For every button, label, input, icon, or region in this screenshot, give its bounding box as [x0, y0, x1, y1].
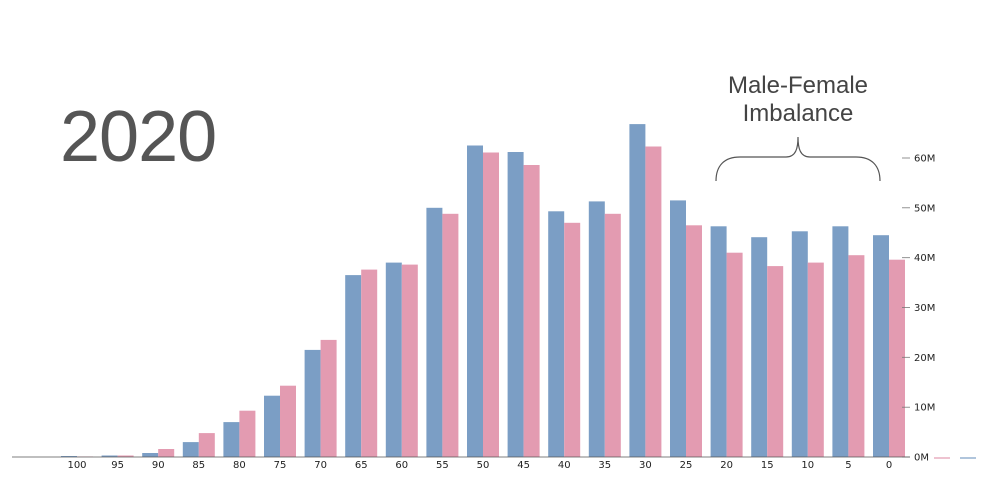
bar-male-25 [670, 200, 686, 457]
y-axis: 0M 10M 20M 30M 40M 50M 60M [902, 154, 935, 464]
bar-female-55 [442, 213, 459, 457]
bar-male-90 [142, 453, 159, 457]
bar-female-20 [726, 252, 743, 457]
bar-female-80 [239, 410, 256, 457]
imbalance-annotation: Male-Female Imbalance [698, 72, 898, 128]
x-tick-40: 40 [558, 460, 571, 471]
bar-male-15 [751, 237, 768, 457]
x-tick-15: 15 [761, 460, 774, 471]
bar-female-40 [564, 222, 581, 457]
annotation-line-2: Imbalance [742, 100, 854, 127]
bar-male-75 [264, 395, 280, 457]
bar-male-55 [426, 207, 443, 457]
bar-female-75 [280, 385, 296, 457]
x-tick-90: 90 [152, 460, 165, 471]
year-label: 2020 [60, 97, 217, 177]
bar-female-85 [198, 433, 215, 457]
x-tick-10: 10 [801, 460, 814, 471]
bar-male-50 [467, 145, 483, 457]
x-tick-80: 80 [233, 460, 246, 471]
bar-male-100 [61, 456, 77, 457]
bars-group [61, 124, 905, 457]
x-tick-0: 0 [886, 460, 892, 471]
bar-female-25 [686, 225, 702, 457]
x-tick-5: 5 [845, 460, 851, 471]
x-tick-100: 100 [67, 460, 86, 471]
bar-male-65 [345, 275, 362, 457]
bar-male-30 [629, 124, 646, 457]
x-tick-25: 25 [680, 460, 693, 471]
x-tick-labels: 100 95 90 85 80 75 70 65 60 55 50 45 40 35 30 25 20 15 10 5… [67, 460, 892, 471]
bar-male-80 [223, 422, 240, 457]
bar-male-60 [385, 262, 402, 457]
bar-female-35 [604, 213, 621, 457]
x-tick-75: 75 [274, 460, 287, 471]
bar-male-85 [182, 442, 199, 457]
bar-male-45 [507, 152, 524, 457]
x-tick-55: 55 [436, 460, 449, 471]
y-tick-label-3: 30M [914, 303, 935, 314]
bar-female-30 [645, 146, 662, 457]
bar-female-70 [320, 339, 337, 457]
bar-male-10 [791, 231, 808, 457]
bar-male-35 [588, 201, 605, 457]
x-tick-45: 45 [517, 460, 530, 471]
bar-female-0 [889, 259, 905, 457]
bar-female-45 [523, 165, 540, 457]
y-tick-label-0: 0M [914, 453, 929, 464]
bar-male-5 [832, 226, 849, 457]
x-tick-35: 35 [598, 460, 611, 471]
bar-female-95 [117, 455, 134, 457]
x-tick-85: 85 [192, 460, 205, 471]
bar-male-95 [101, 455, 118, 457]
y-tick-label-4: 40M [914, 253, 935, 264]
x-tick-95: 95 [111, 460, 124, 471]
bar-female-5 [848, 255, 865, 457]
x-tick-50: 50 [477, 460, 490, 471]
annotation-line-1: Male-Female [727, 72, 869, 99]
bar-male-20 [710, 226, 727, 457]
x-tick-60: 60 [395, 460, 408, 471]
bar-female-60 [401, 264, 418, 457]
x-tick-70: 70 [314, 460, 327, 471]
x-tick-20: 20 [720, 460, 733, 471]
x-tick-30: 30 [639, 460, 652, 471]
y-tick-label-5: 50M [914, 203, 935, 214]
bar-female-65 [361, 269, 378, 457]
bar-female-90 [158, 449, 175, 457]
bar-female-15 [767, 266, 784, 457]
bar-male-0 [873, 235, 889, 457]
imbalance-brace [715, 136, 881, 182]
bar-male-40 [548, 211, 565, 457]
y-tick-label-2: 20M [914, 353, 935, 364]
y-tick-label-1: 10M [914, 403, 935, 414]
bar-female-10 [807, 262, 824, 457]
bar-female-50 [483, 152, 499, 457]
x-tick-65: 65 [355, 460, 368, 471]
bar-male-70 [304, 349, 321, 457]
y-tick-label-6: 60M [914, 154, 935, 165]
